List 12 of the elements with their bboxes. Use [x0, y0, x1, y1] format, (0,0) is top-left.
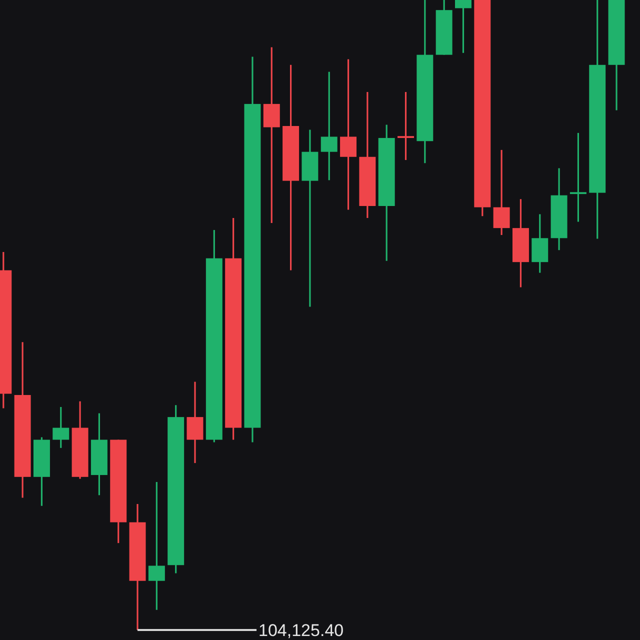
annotation: 104,125.40 — [258, 620, 344, 640]
candlestick — [532, 213, 548, 274]
candlestick — [398, 91, 414, 161]
candlestick — [455, 0, 472, 54]
candlestick — [263, 46, 280, 224]
candlestick — [186, 380, 204, 464]
candlestick — [340, 58, 357, 211]
candlestick — [148, 481, 165, 611]
candlestick — [493, 149, 510, 236]
candlestick — [320, 71, 338, 181]
candlestick — [570, 132, 586, 223]
candlestick — [52, 406, 70, 449]
